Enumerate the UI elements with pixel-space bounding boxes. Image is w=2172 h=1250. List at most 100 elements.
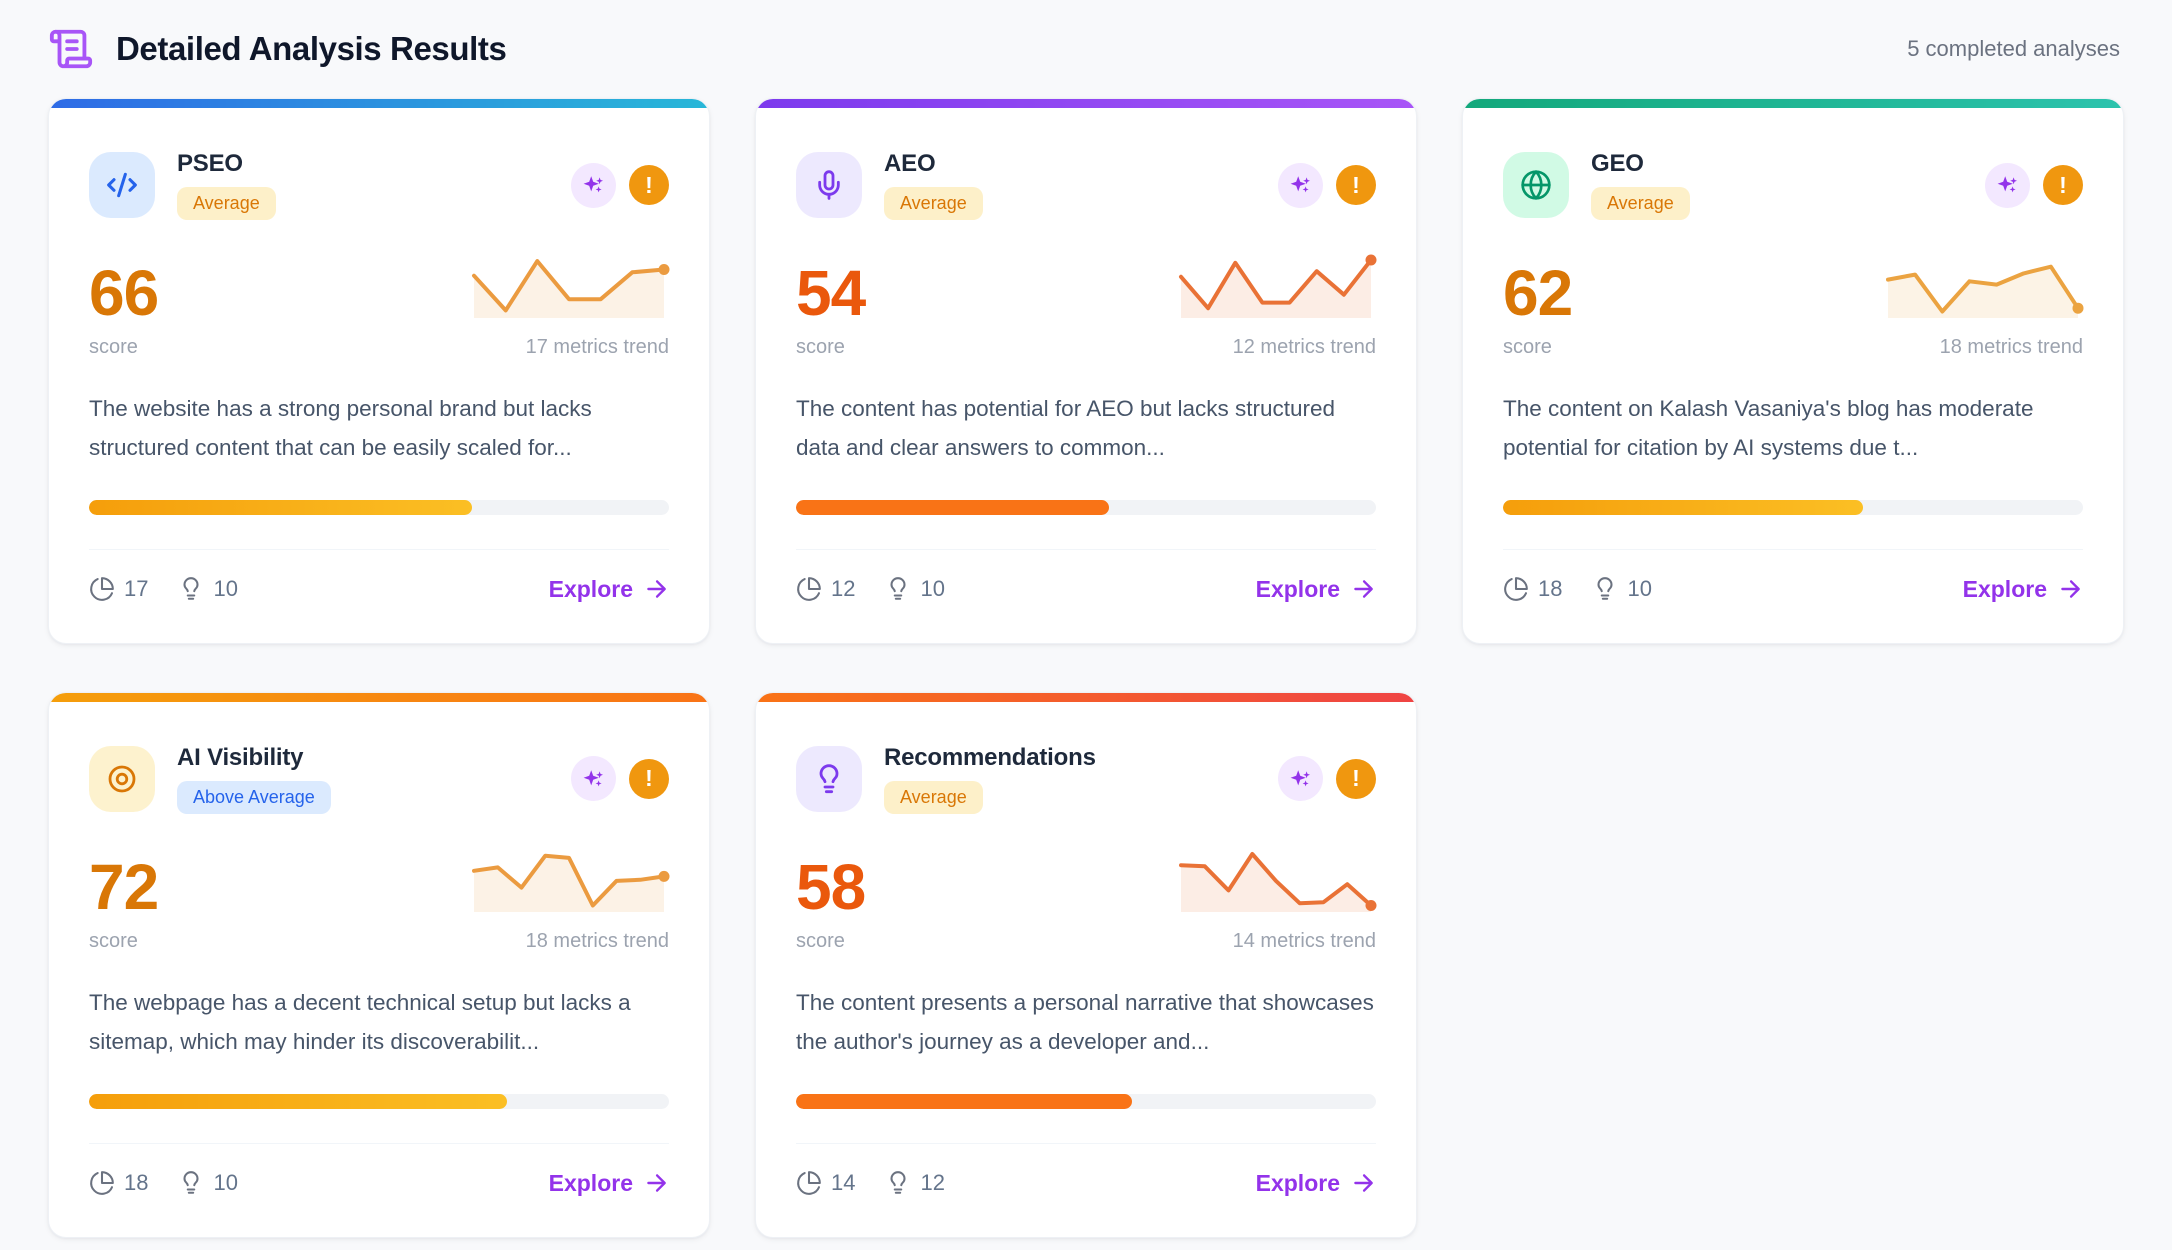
lightbulb-icon [890, 1171, 907, 1194]
explore-link[interactable]: Explore [549, 576, 669, 603]
pie-chart-icon [797, 1171, 821, 1195]
code-icon [106, 169, 138, 201]
insights-count: 10 [213, 1170, 238, 1195]
alert-button[interactable]: ! [2043, 165, 2083, 205]
arrow-right-icon [647, 1174, 666, 1192]
card-title: GEO [1591, 150, 1644, 177]
insights-count: 12 [920, 1170, 945, 1195]
mic-icon [813, 169, 845, 201]
sparkles-icon [583, 176, 603, 193]
score-value: 54 [796, 257, 866, 330]
alert-button[interactable]: ! [629, 165, 669, 205]
explore-label: Explore [548, 575, 633, 602]
analysis-card: AEO Average ! [755, 98, 1417, 644]
sparkles-button[interactable] [1278, 756, 1323, 802]
card-accent-bar [756, 99, 1416, 108]
insights-metric: 10 [1592, 576, 1652, 602]
explore-link[interactable]: Explore [1963, 576, 2083, 603]
alert-icon: ! [1352, 765, 1360, 792]
analyses-count: 18 [124, 1170, 149, 1195]
trend-sparkline [472, 259, 670, 318]
alert-icon: ! [645, 765, 653, 792]
alert-icon: ! [2059, 171, 2067, 198]
card-accent-bar [1463, 99, 2123, 108]
status-badge: Average [884, 780, 983, 814]
card-description: The content has potential for AEO but la… [796, 396, 1336, 461]
score-value: 66 [89, 257, 159, 330]
insights-count: 10 [1627, 576, 1652, 602]
trend-label: 17 metrics trend [525, 336, 669, 358]
score-label: score [796, 929, 845, 952]
trend-label: 12 metrics trend [1232, 336, 1376, 358]
sparkles-button[interactable] [571, 756, 616, 802]
globe-icon [1520, 169, 1552, 201]
sparkles-icon [1997, 176, 2017, 193]
alert-button[interactable]: ! [1336, 165, 1376, 205]
explore-link[interactable]: Explore [1256, 576, 1376, 603]
progress-fill [796, 499, 1110, 515]
card-accent-bar [756, 692, 1416, 702]
pie-chart-icon [1504, 577, 1528, 602]
score-label: score [796, 336, 845, 358]
insights-metric: 10 [178, 576, 238, 602]
trend-sparkline [1886, 264, 2084, 318]
card-title: AI Visibility [177, 743, 304, 771]
analyses-metric: 12 [796, 576, 855, 602]
insights-count: 10 [213, 576, 238, 602]
arrow-right-icon [1354, 1174, 1373, 1192]
target-icon [106, 763, 138, 795]
sparkles-button[interactable] [1985, 162, 2030, 208]
progress-fill [796, 1093, 1133, 1109]
card-accent-bar [49, 99, 709, 108]
trend-sparkline [1179, 851, 1377, 912]
status-badge: Average [177, 187, 276, 220]
card-description: The content presents a personal narrativ… [796, 989, 1374, 1055]
sparkles-icon [1290, 176, 1310, 193]
explore-label: Explore [548, 1169, 633, 1196]
page-header: Detailed Analysis Results 5 completed an… [0, 0, 2172, 98]
analyses-metric: 18 [89, 1170, 148, 1196]
status-badge: Above Average [177, 780, 331, 814]
insights-metric: 10 [885, 576, 945, 602]
lightbulb-icon [183, 1171, 200, 1194]
lightbulb-icon [183, 577, 200, 601]
pie-chart-icon [90, 1171, 114, 1195]
alert-button[interactable]: ! [629, 758, 669, 799]
arrow-right-icon [647, 580, 666, 599]
analysis-card: PSEO Average ! [48, 98, 710, 644]
status-badge: Average [1591, 187, 1690, 220]
pie-chart-icon [797, 577, 821, 602]
trend-sparkline [1179, 254, 1377, 318]
explore-link[interactable]: Explore [549, 1170, 669, 1197]
score-label: score [89, 929, 138, 952]
trend-sparkline [472, 853, 670, 912]
sparkles-button[interactable] [1278, 162, 1323, 208]
progress-fill [1503, 499, 1863, 515]
progress-fill [89, 1093, 507, 1109]
progress-track [1503, 499, 2083, 515]
lightbulb-icon [1597, 577, 1614, 601]
page-title: Detailed Analysis Results [116, 30, 507, 67]
sparkles-icon [583, 769, 603, 787]
arrow-right-icon [1354, 580, 1373, 599]
analysis-card: AI Visibility Above Average ! [48, 691, 710, 1238]
explore-link[interactable]: Explore [1256, 1170, 1376, 1197]
card-title: Recommendations [884, 743, 1096, 771]
alert-icon: ! [1352, 171, 1360, 198]
alert-button[interactable]: ! [1336, 758, 1376, 799]
completed-count: 5 completed analyses [1907, 36, 2120, 61]
card-accent-bar [49, 692, 709, 702]
analyses-metric: 17 [89, 576, 148, 602]
bulb-icon [813, 763, 845, 795]
analysis-card: GEO Average ! [1462, 98, 2124, 644]
analyses-count: 12 [831, 576, 856, 602]
insights-metric: 12 [885, 1170, 945, 1196]
card-description: The website has a strong personal brand … [89, 396, 592, 461]
card-description: The content on Kalash Vasaniya's blog ha… [1503, 396, 2034, 461]
sparkles-button[interactable] [571, 162, 616, 208]
analysis-card: Recommendations Average ! [755, 691, 1417, 1238]
progress-track [89, 1093, 669, 1109]
analyses-count: 14 [831, 1170, 856, 1195]
progress-fill [89, 499, 472, 515]
card-title: AEO [884, 150, 936, 177]
